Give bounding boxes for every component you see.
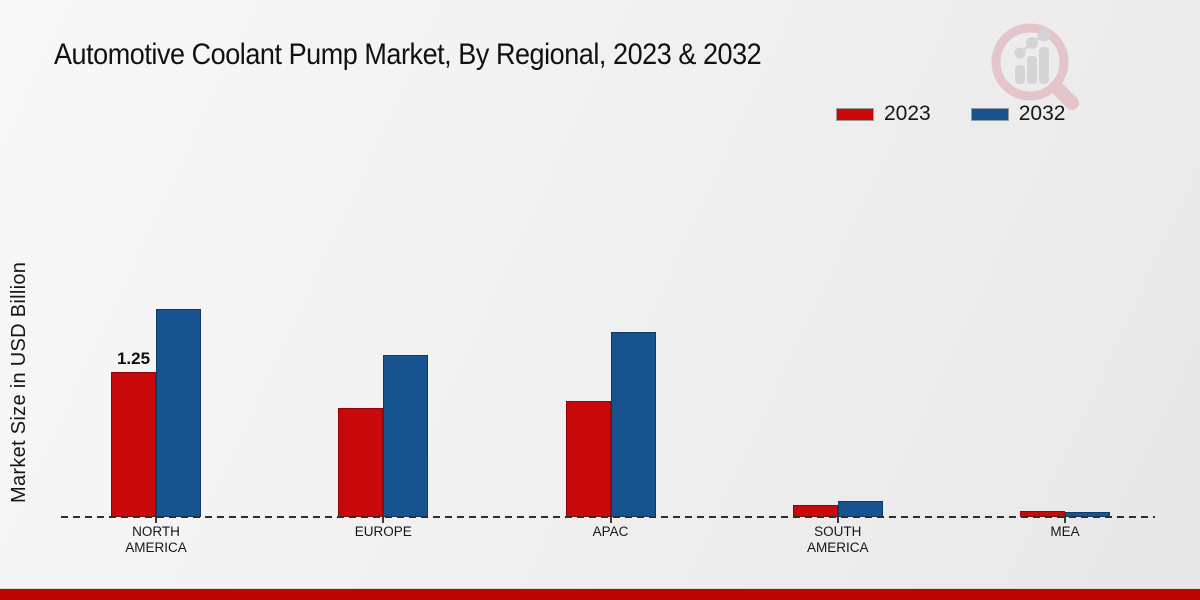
bar-2032-europe — [383, 355, 429, 517]
data-label-2023-north-america: 1.25 — [116, 349, 151, 368]
legend: 2023 2032 — [836, 102, 1065, 126]
bar-2032-apac — [610, 332, 656, 517]
bar-2023-north-america — [111, 372, 156, 517]
bar-2032-north-america — [156, 309, 201, 517]
legend-item-2032: 2032 — [970, 102, 1066, 126]
category-label-north-america: NORTH AMERICA — [125, 524, 187, 556]
x-axis-tick — [382, 517, 385, 523]
legend-label-2032: 2032 — [1018, 102, 1066, 125]
x-axis-tick — [1064, 517, 1066, 523]
bar-2032-south-america — [837, 501, 883, 517]
x-axis-tick — [836, 517, 839, 523]
legend-label-2023: 2023 — [884, 102, 931, 125]
footer-accent-bar — [0, 588, 1200, 600]
category-label-apac: APAC — [592, 524, 629, 539]
magnifier-growth-chart-logo-icon — [991, 23, 1079, 110]
category-label-south-america: SOUTH AMERICA — [806, 524, 869, 556]
x-axis-tick — [609, 517, 612, 523]
category-label-mea: MEA — [1050, 524, 1080, 539]
bar-2023-apac — [565, 401, 611, 517]
chart-title: Automotive Coolant Pump Market, By Regio… — [54, 38, 762, 71]
x-axis-tick — [155, 517, 157, 523]
legend-swatch-2032 — [970, 107, 1009, 121]
legend-swatch-2023 — [836, 107, 874, 121]
legend-item-2023: 2023 — [836, 102, 931, 126]
zero-baseline — [61, 516, 1155, 518]
bar-2023-europe — [338, 408, 384, 517]
category-label-europe: EUROPE — [354, 524, 412, 539]
